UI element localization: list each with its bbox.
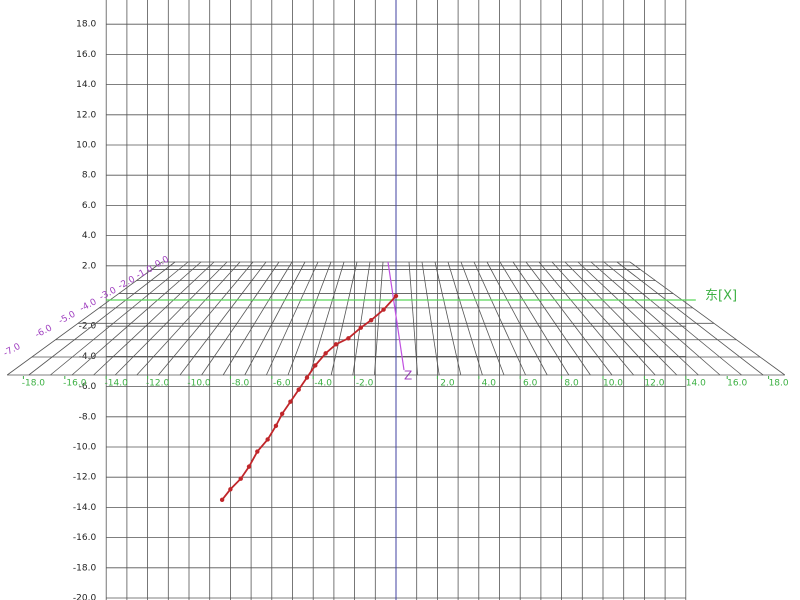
floor-line [244, 261, 306, 376]
y-tick-label: 2.0 [82, 261, 97, 271]
floor-line [201, 261, 280, 376]
floor-line [616, 261, 764, 376]
z-axis-line [387, 261, 405, 371]
z-axis-label: Z [404, 369, 412, 383]
floor-line [71, 261, 202, 376]
trajectory-point [381, 307, 386, 312]
y-tick-label: -18.0 [73, 563, 97, 573]
y-tick-label: 6.0 [82, 201, 97, 211]
floor-line [309, 261, 345, 376]
x-tick-label: -10.0 [187, 379, 211, 389]
x-tick-label: -16.0 [63, 379, 87, 389]
trajectory-point [368, 317, 374, 323]
floor-line [460, 261, 505, 376]
trajectory-point [279, 411, 285, 416]
trajectory-point [393, 293, 399, 299]
y-tick-label: -14.0 [73, 503, 97, 513]
trajectory-point [313, 363, 318, 368]
trajectory-point [358, 325, 364, 330]
trajectory-point [323, 351, 328, 356]
trajectory-point [238, 476, 243, 481]
z-tick-label: -5.0 [57, 309, 77, 326]
floor-line [136, 261, 241, 376]
trajectory-point [219, 497, 225, 503]
x-tick-label: 12.0 [644, 379, 664, 389]
floor-line [499, 261, 570, 376]
z-tick-label: -7.0 [2, 342, 22, 359]
floor-line [447, 261, 483, 376]
y-tick-label: 14.0 [76, 80, 96, 90]
y-tick-label: 10.0 [76, 141, 96, 151]
x-tick-label: 6.0 [523, 379, 538, 389]
x-tick-label: -14.0 [105, 379, 129, 389]
trajectory-point [304, 375, 310, 380]
x-tick-label: 4.0 [482, 379, 497, 389]
floor-line [590, 261, 721, 376]
y-tick-label: 18.0 [76, 20, 96, 30]
trajectory-point [255, 449, 260, 454]
floor-line [158, 261, 254, 376]
y-tick-label: -8.0 [79, 412, 97, 422]
y-tick-label: 16.0 [76, 50, 96, 60]
trajectory-point [288, 399, 293, 404]
trajectory-point [273, 423, 279, 429]
z-tick-label: -6.0 [34, 323, 54, 340]
floor-line [330, 261, 358, 376]
x-tick-label: -18.0 [22, 379, 46, 389]
floor-line [486, 261, 548, 376]
y-tick-label: 4.0 [82, 231, 97, 241]
x-tick-label: 16.0 [727, 379, 747, 389]
y-tick-label: -16.0 [73, 533, 97, 543]
y-tick-label: 12.0 [76, 110, 96, 120]
floor-line [28, 261, 176, 376]
z-tick-label: -1.0 [135, 264, 155, 281]
y-tick-label: -6.0 [79, 382, 97, 392]
z-tick-label: -4.0 [78, 297, 98, 314]
x-tick-label: -6.0 [273, 379, 291, 389]
x-tick-label: 14.0 [686, 379, 706, 389]
floor-line [577, 261, 699, 376]
y-tick-label: -10.0 [73, 443, 97, 453]
y-tick-label: -2.0 [79, 322, 97, 332]
floor-line [179, 261, 267, 376]
floor-line [421, 261, 440, 376]
trajectory-point [246, 464, 252, 469]
floor-line [434, 261, 462, 376]
trajectory-point [296, 387, 301, 392]
floor-line [603, 261, 742, 376]
x-tick-label: -12.0 [146, 379, 170, 389]
y-tick-label: 8.0 [82, 171, 97, 181]
x-tick-label: 10.0 [603, 379, 623, 389]
x-axis-label: 东[X] [705, 289, 737, 304]
floor-line [287, 261, 332, 376]
floor-line [538, 261, 634, 376]
floor-line [6, 261, 163, 376]
trajectory-point [346, 336, 351, 341]
floor-line [222, 261, 293, 376]
x-tick-label: -2.0 [356, 379, 374, 389]
x-tick-label: -8.0 [232, 379, 250, 389]
floor-line [352, 261, 371, 376]
floor-line [564, 261, 678, 376]
trajectory-point [265, 437, 270, 442]
x-tick-label: 2.0 [440, 379, 455, 389]
floor-line [629, 261, 786, 376]
trajectory-point [333, 342, 339, 347]
x-tick-label: 18.0 [769, 379, 789, 389]
floor-line [93, 261, 215, 376]
floor-line [512, 261, 591, 376]
floor-line [525, 261, 613, 376]
trajectory-point [228, 487, 233, 492]
y-tick-label: -20.0 [73, 594, 97, 600]
floor-line [551, 261, 656, 376]
x-tick-label: -4.0 [314, 379, 332, 389]
y-tick-label: -12.0 [73, 473, 97, 483]
x-tick-label: 8.0 [564, 379, 579, 389]
